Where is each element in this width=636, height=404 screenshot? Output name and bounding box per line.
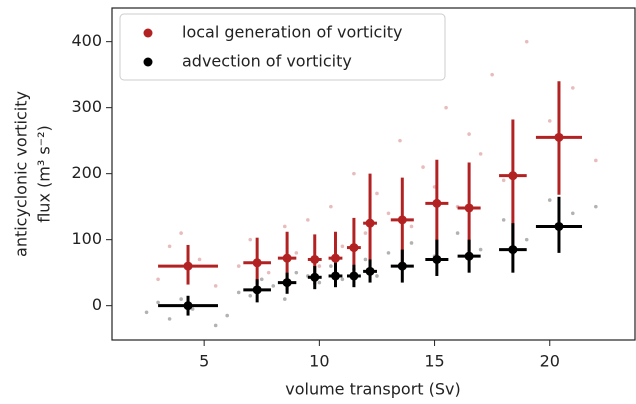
cloud-point	[225, 313, 229, 318]
cloud-point	[197, 257, 202, 262]
cloud-point	[167, 244, 172, 249]
cloud-point	[570, 86, 575, 90]
cloud-point	[352, 171, 356, 176]
legend-marker	[143, 28, 153, 38]
point	[508, 245, 518, 255]
cloud-point	[501, 218, 506, 222]
cloud-point	[478, 152, 483, 156]
point	[252, 285, 262, 295]
cloud-point	[156, 277, 160, 282]
point	[252, 258, 262, 268]
point	[282, 253, 292, 263]
cloud-point	[282, 297, 287, 301]
cloud-point	[144, 310, 149, 315]
x-axis-label: volume transport (Sv)	[285, 380, 460, 399]
x-tick-label: 20	[540, 352, 560, 371]
cloud-point	[340, 244, 345, 249]
legend-box	[119, 13, 446, 81]
cloud-point	[398, 138, 402, 143]
cloud-point	[524, 237, 529, 242]
point	[397, 215, 407, 225]
point	[330, 253, 340, 263]
legend-label: advection of vorticity	[182, 52, 352, 71]
x-tick-label: 15	[424, 352, 444, 371]
cloud-point	[156, 300, 160, 305]
y-axis-label: flux (m³ s⁻²)	[35, 125, 54, 223]
y-tick-label: 0	[92, 295, 102, 314]
point	[282, 278, 292, 288]
plot-frame	[111, 7, 636, 341]
point	[310, 254, 320, 264]
cloud-point	[467, 132, 471, 136]
y-tick-label: 100	[71, 229, 102, 248]
cloud-point	[594, 204, 598, 209]
cloud-point	[375, 274, 379, 278]
cloud-point	[444, 105, 448, 110]
cloud-point	[547, 198, 552, 202]
cloud-point	[179, 231, 183, 235]
cloud-point	[317, 280, 322, 285]
cloud-point	[259, 277, 264, 282]
cloud-point	[236, 264, 241, 268]
point	[554, 221, 564, 231]
cloud-point	[294, 270, 299, 275]
y-tick-label: 200	[71, 163, 102, 182]
cloud-point	[455, 231, 460, 235]
cloud-point	[421, 165, 425, 169]
cloud-point	[329, 264, 333, 268]
cloud-point	[478, 247, 483, 252]
y-axis-label: anticyclonic vorticity	[12, 91, 31, 257]
point	[365, 266, 375, 276]
cloud-point	[306, 218, 310, 222]
cloud-point	[294, 251, 299, 255]
point	[310, 272, 320, 282]
point	[432, 198, 442, 208]
cloud-point	[409, 241, 414, 245]
cloud-point	[386, 251, 391, 255]
cloud-point	[375, 191, 379, 196]
cloud-point	[213, 284, 218, 288]
cloud-point	[594, 158, 598, 163]
cloud-point	[340, 277, 345, 282]
cloud-point	[317, 264, 322, 268]
legend-marker	[143, 57, 153, 67]
point	[464, 203, 474, 213]
cloud-point	[248, 237, 253, 242]
cloud-point	[363, 257, 368, 262]
cloud-point	[490, 72, 494, 77]
cloud-point	[386, 211, 391, 216]
cloud-point	[236, 290, 241, 295]
cloud-point	[570, 211, 575, 216]
point	[365, 218, 375, 228]
cloud-point	[501, 178, 506, 183]
cloud-point	[266, 270, 271, 275]
cloud-point	[547, 119, 552, 123]
cloud-point	[213, 323, 218, 328]
cloud-point	[248, 293, 253, 298]
point	[349, 243, 359, 253]
point	[330, 271, 340, 281]
point	[349, 271, 359, 281]
cloud-point	[409, 224, 414, 229]
legend-label: local generation of vorticity	[182, 23, 403, 42]
point	[183, 301, 193, 311]
cloud-point	[282, 224, 287, 229]
point	[183, 261, 193, 271]
y-tick-label: 400	[71, 31, 102, 50]
cloud-point	[179, 297, 183, 301]
y-tick-label: 300	[71, 97, 102, 116]
x-tick-label: 5	[199, 352, 209, 371]
point	[508, 171, 518, 181]
cloud-point	[271, 284, 276, 288]
point	[432, 254, 442, 264]
cloud-point	[363, 231, 368, 235]
cloud-point	[329, 204, 333, 209]
x-tick-label: 10	[309, 352, 329, 371]
point	[464, 251, 474, 261]
point	[397, 261, 407, 271]
cloud-point	[167, 317, 172, 321]
cloud-point	[524, 39, 529, 44]
point	[554, 132, 564, 142]
